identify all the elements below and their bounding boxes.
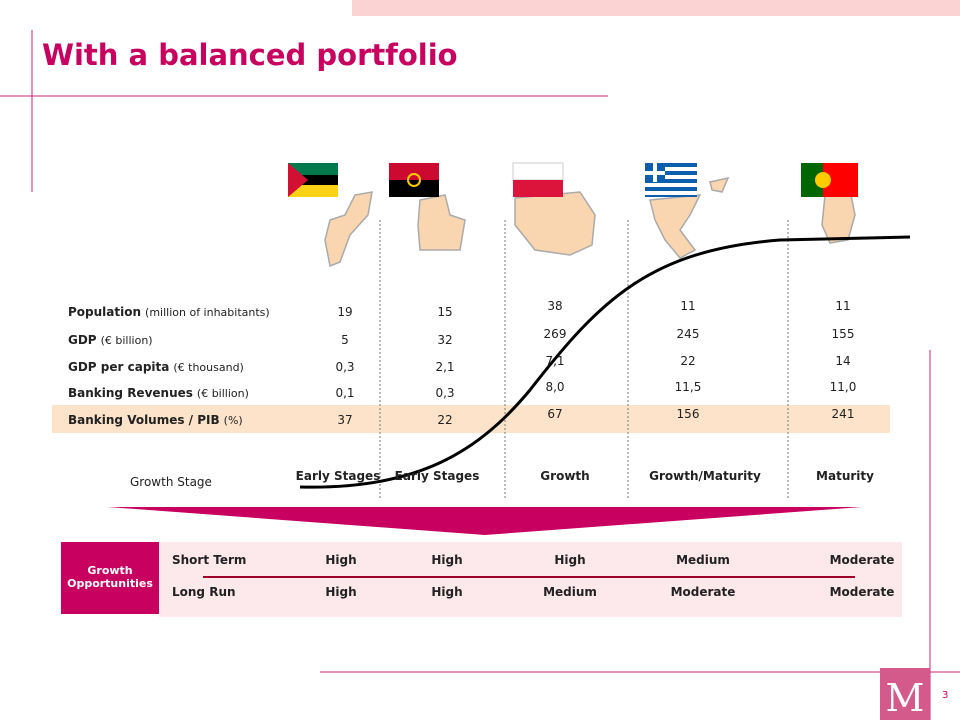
row-name: Population [68,305,142,319]
dividers [379,220,789,500]
cell: 32 [437,333,453,347]
cell: 2,1 [435,360,455,374]
row-label: Banking Revenues (€ billion) [68,386,249,400]
growth-curve [299,235,911,489]
row-label: Population (million of inhabitants) [68,305,270,319]
cell: 11,5 [674,380,702,394]
arrow [108,507,862,535]
opportunity-row-label: Long Run [172,585,236,599]
opportunity-cell: High [325,553,357,567]
opportunity-cell: High [325,585,357,599]
top-bar [352,0,960,16]
opportunity-cell: High [431,553,463,567]
opportunity-box [61,542,159,614]
cell: 241 [831,407,855,421]
stage: Growth [540,469,590,483]
cell: 8,0 [545,380,565,394]
row-name: GDP per capita [68,360,170,374]
opportunity-cell: Moderate [829,585,895,599]
cell: 19 [337,305,353,319]
row-label: GDP (€ billion) [68,333,153,347]
cell: 67 [547,407,563,421]
opportunity-cell: High [554,553,586,567]
opportunity-label: Growth Opportunities [67,564,153,590]
row-label: GDP per capita (€ thousand) [68,360,244,374]
row-name: GDP [68,333,97,347]
cell: 7,1 [545,354,565,368]
cell: 11 [835,299,851,313]
cell: 269 [543,327,567,341]
row-unit: (%) [223,414,243,427]
row-unit: (million of inhabitants) [145,306,270,319]
row-name: Banking Revenues [68,386,193,400]
cell: 22 [437,413,453,427]
maps [324,176,856,268]
opportunity-cell: Medium [543,585,597,599]
row-unit: (€ billion) [100,334,153,347]
stage-label: Growth Stage [130,475,212,489]
stage: Growth/Maturity [649,469,761,483]
cell: 22 [680,354,696,368]
cell: 11 [680,299,696,313]
cell: 245 [676,327,700,341]
cell: 0,3 [435,386,455,400]
cell: 156 [676,407,700,421]
cell: 0,3 [335,360,355,374]
cell: 11,0 [829,380,857,394]
cell: 155 [831,327,855,341]
row-label: Banking Volumes / PIB (%) [68,413,243,427]
opportunity-band [159,542,902,617]
logo-box [880,668,930,720]
flags [288,162,858,197]
row-unit: (€ thousand) [173,361,244,374]
stage: Early Stages [394,469,480,483]
cell: 15 [437,305,453,319]
opportunity-row-label: Short Term [172,553,247,567]
opportunity-cell: Medium [676,553,730,567]
cell: 5 [341,333,349,347]
opportunity-cell: Moderate [829,553,895,567]
cell: 0,1 [335,386,355,400]
highlight-row [52,405,890,433]
row-name: Banking Volumes / PIB [68,413,220,427]
stage: Maturity [816,469,874,483]
cell: 37 [337,413,353,427]
page-number: 3 [942,690,949,701]
stage: Early Stages [295,469,381,483]
opportunity-cell: Moderate [670,585,736,599]
cell: 38 [547,299,563,313]
cell: 14 [835,354,851,368]
row-unit: (€ billion) [196,387,249,400]
title: With a balanced portfolio [42,38,458,72]
logo: M [885,676,925,720]
opportunity-cell: High [431,585,463,599]
